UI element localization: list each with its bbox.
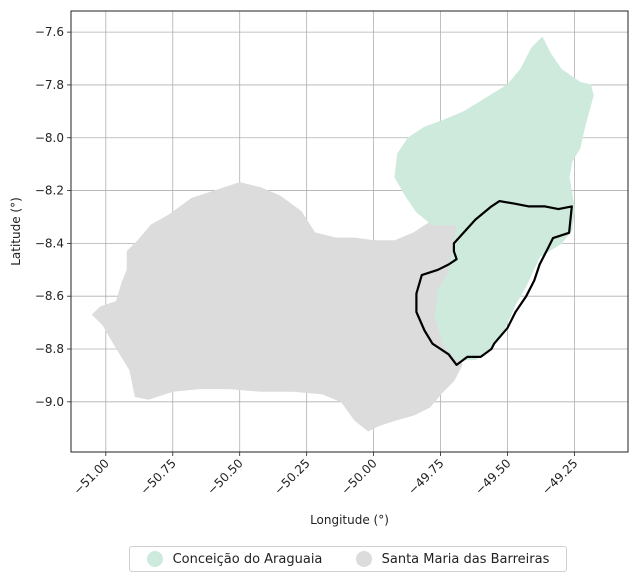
x-tick-label-1: −50.75	[138, 456, 179, 497]
x-tick-label-4: −50.00	[338, 456, 379, 497]
legend-item-santa-maria: Santa Maria das Barreiras	[355, 551, 550, 567]
x-tick-label-5: −49.75	[405, 456, 446, 497]
y-tick-label-5: −8.6	[35, 289, 64, 303]
x-tick-label-6: −49.50	[472, 456, 513, 497]
regions-layer	[91, 36, 594, 432]
y-tick-label-7: −9.0	[35, 395, 64, 409]
region-1	[91, 182, 463, 432]
legend-label-conceicao: Conceição do Araguaia	[172, 551, 323, 567]
y-tick-label-2: −8.0	[35, 131, 64, 145]
region-0	[394, 36, 594, 361]
legend-swatch-santa-maria	[355, 551, 372, 567]
x-axis-label: Longitude (°)	[310, 513, 389, 527]
x-tick-label-2: −50.50	[205, 456, 246, 497]
axes-frame	[70, 10, 629, 453]
y-axis-label: Latitude (°)	[9, 197, 23, 266]
x-tick-label-0: −51.00	[71, 456, 112, 497]
y-tick-label-0: −7.6	[35, 25, 64, 39]
legend-label-santa-maria: Santa Maria das Barreiras	[381, 551, 550, 567]
y-tick-label-6: −8.8	[35, 342, 64, 356]
legend-item-conceicao: Conceição do Araguaia	[146, 551, 323, 567]
x-tick-label-3: −50.25	[271, 456, 312, 497]
boundary-outline	[415, 200, 573, 366]
map-plot: −51.00 −50.75 −50.50 −50.25 −50.00 −49.75 −49.…	[9, 10, 629, 527]
boundary-layer	[415, 200, 573, 366]
legend: Conceição do Araguaia Santa Maria das Ba…	[129, 546, 567, 572]
x-tick-label-7: −49.25	[539, 456, 580, 497]
legend-swatch-conceicao	[146, 551, 163, 567]
y-tick-label-1: −7.8	[35, 78, 64, 92]
y-tick-label-3: −8.2	[35, 184, 64, 198]
y-tick-label-4: −8.4	[35, 236, 64, 250]
